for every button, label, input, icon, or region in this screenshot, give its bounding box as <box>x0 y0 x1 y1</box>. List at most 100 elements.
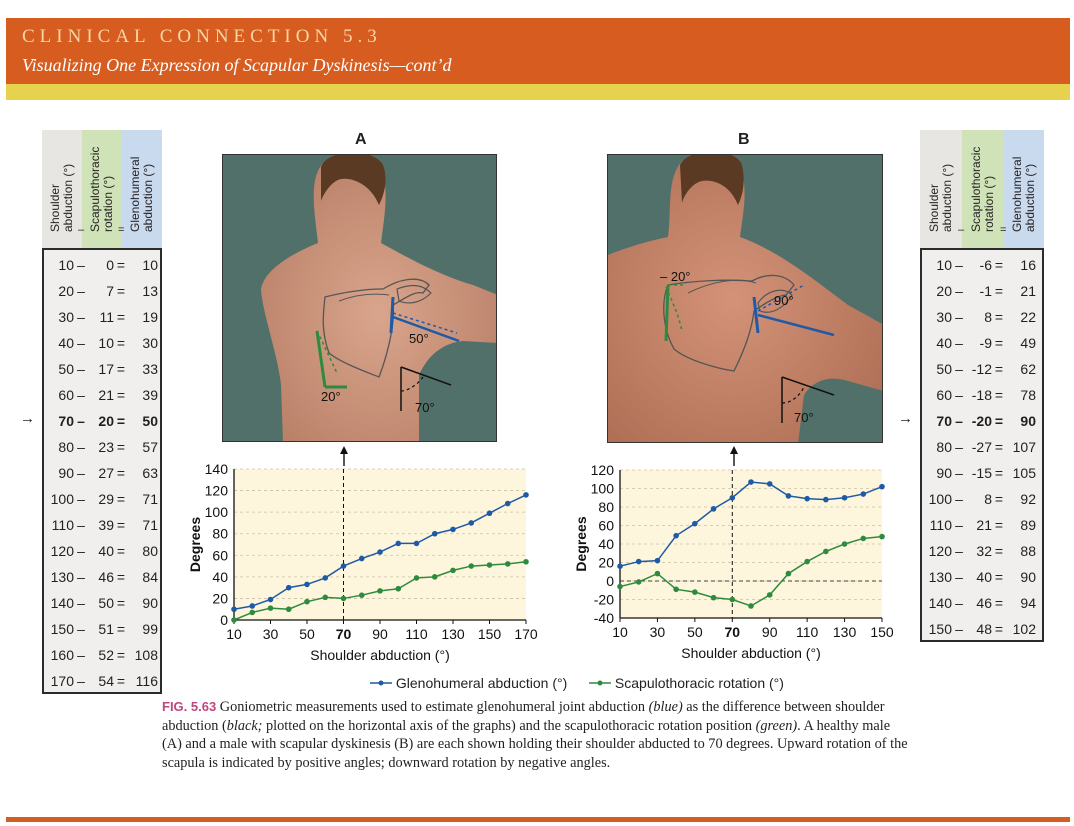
data-point <box>804 558 810 565</box>
cell-shoulder: 70 <box>58 413 74 429</box>
legend-gleno-label: Glenohumeral abduction (°) <box>395 675 568 692</box>
photo-panel-b: 90° – 20° 70° <box>607 154 883 443</box>
y-tick-label: 140 <box>205 461 229 477</box>
cell-shoulder: 100 <box>50 491 74 507</box>
data-point <box>413 575 420 581</box>
cell-scap: -20 <box>971 413 992 429</box>
table-row: 90–27 = 63 <box>44 460 164 486</box>
data-point <box>766 481 773 487</box>
table-row: 10– -6 = 16 <box>922 252 1046 278</box>
cell-gleno: 90 <box>1020 569 1036 585</box>
x-tick-label: 30 <box>263 626 279 642</box>
panel-a-title: A <box>355 131 367 148</box>
cell-gleno: 33 <box>142 361 158 377</box>
cell-equals: = <box>116 387 126 403</box>
cell-gleno: 21 <box>1020 283 1036 299</box>
cell-scap: -9 <box>979 335 992 351</box>
y-tick-label: 120 <box>591 462 615 478</box>
cell-equals: = <box>116 517 126 533</box>
cell-scap: 29 <box>98 491 114 507</box>
y-tick-label: 0 <box>220 612 228 628</box>
angle-scap-a: 20° <box>321 389 341 404</box>
data-point <box>358 555 365 562</box>
cell-gleno: 13 <box>142 283 158 299</box>
data-point <box>431 574 438 580</box>
caption-text-2: as the difference between shoulder abduc… <box>162 699 885 734</box>
table-row: 110–21 = 89 <box>922 512 1046 538</box>
data-point <box>804 495 810 502</box>
table-row: 60– -18 = 78 <box>922 382 1046 408</box>
cell-minus: – <box>77 387 85 403</box>
table-row: 50–17 = 33 <box>44 356 164 382</box>
table-column-header: Glenohumeral abduction (°) <box>1004 130 1044 238</box>
cell-gleno: 116 <box>135 673 158 689</box>
cell-gleno: 90 <box>142 595 158 611</box>
caption-text-3: plotted on the horizontal axis of the gr… <box>262 717 756 734</box>
x-tick-label: 30 <box>650 624 666 640</box>
chart-panel-b: -40 -20 0 20 40 60 80 100 120 10 30 50 70 90 110 130 150… <box>573 462 894 661</box>
data-point <box>431 530 438 537</box>
y-tick-label: 60 <box>598 518 614 534</box>
cell-scap: -12 <box>971 361 992 377</box>
cell-scap: 46 <box>976 595 992 611</box>
cell-equals: = <box>994 491 1004 507</box>
cell-minus: – <box>955 569 963 585</box>
cell-gleno: 84 <box>142 569 158 585</box>
cell-shoulder: 140 <box>928 595 952 611</box>
data-point <box>450 567 456 574</box>
x-tick-label: 50 <box>687 624 703 640</box>
cell-shoulder: 100 <box>928 491 952 507</box>
y-tick-label: 80 <box>598 499 614 515</box>
data-point <box>523 492 529 498</box>
cell-equals: = <box>116 335 126 351</box>
cell-gleno: 105 <box>1012 465 1036 481</box>
cell-minus: – <box>77 413 85 429</box>
x-tick-label: 90 <box>372 626 388 642</box>
figure-caption: FIG. 5.63 Goniometric measurements used … <box>162 698 912 772</box>
cell-equals: = <box>994 439 1004 455</box>
table-row: 40– -9 = 49 <box>922 330 1046 356</box>
table-header-equals: = <box>1000 224 1007 236</box>
table-row: 130–46 = 84 <box>44 564 164 590</box>
table-row: 150–48 = 102 <box>922 616 1046 642</box>
cell-shoulder: 20 <box>58 283 74 299</box>
cell-shoulder: 110 <box>51 517 74 533</box>
data-point <box>673 586 679 593</box>
data-point <box>654 557 661 564</box>
cell-minus: – <box>955 543 963 559</box>
cell-shoulder: 110 <box>929 517 952 533</box>
cell-equals: = <box>994 387 1004 403</box>
table-column-header-label: Scapulothoracic rotation (°) <box>969 146 996 232</box>
y-tick-label: 20 <box>598 555 614 571</box>
cell-minus: – <box>77 257 85 273</box>
table-column-header: Scapulothoracic rotation (°) <box>962 130 1004 238</box>
cell-equals: = <box>116 621 126 637</box>
legend-scap-label: Scapulothoracic rotation (°) <box>614 675 784 692</box>
data-point <box>860 535 867 542</box>
cell-equals: = <box>116 569 126 585</box>
data-point <box>654 570 661 577</box>
x-tick-label: 150 <box>870 624 894 640</box>
caption-text-1: Goniometric measurements used to estimat… <box>216 699 649 715</box>
y-tick-label: 60 <box>212 547 228 563</box>
cell-equals: = <box>994 283 1004 299</box>
y-tick-label: -20 <box>594 592 614 608</box>
angle-shoulder-a: 70° <box>415 400 435 415</box>
data-point <box>231 617 237 623</box>
cell-scap: 40 <box>976 569 992 585</box>
cell-shoulder: 30 <box>58 309 74 325</box>
data-point <box>340 563 347 569</box>
cell-gleno: 10 <box>142 257 158 273</box>
data-point <box>729 494 736 501</box>
plot-area <box>234 469 526 620</box>
data-point <box>304 581 310 588</box>
cell-shoulder: 10 <box>936 257 952 273</box>
hair-b <box>680 155 744 205</box>
data-point <box>766 592 773 598</box>
panel-b-title: B <box>738 131 750 148</box>
bottom-rule <box>6 817 1070 822</box>
cell-shoulder: 80 <box>58 439 74 455</box>
cell-equals: = <box>994 517 1004 533</box>
legend-scap-marker <box>589 680 612 686</box>
data-point <box>823 496 829 503</box>
